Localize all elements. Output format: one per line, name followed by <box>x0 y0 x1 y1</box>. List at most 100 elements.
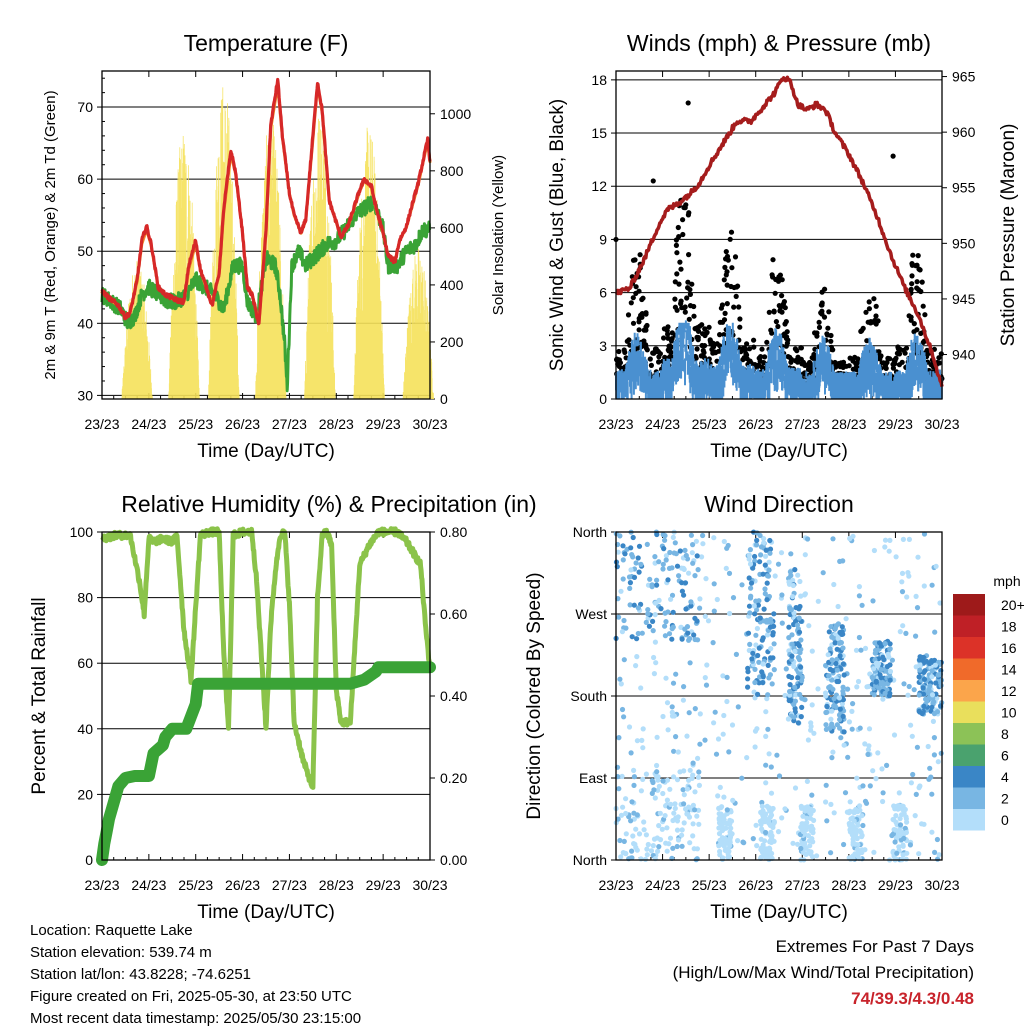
direction-point <box>873 660 880 666</box>
direction-point <box>619 773 625 780</box>
direction-point <box>669 704 675 710</box>
direction-point <box>668 801 674 808</box>
direction-point <box>682 580 689 586</box>
direction-point <box>759 803 766 809</box>
gust-point <box>759 346 765 352</box>
x-tick-label: 26/23 <box>738 416 773 432</box>
direction-point <box>643 619 649 626</box>
direction-point <box>629 634 635 640</box>
gust-point <box>914 279 920 285</box>
gust-point <box>681 204 687 211</box>
direction-point <box>696 821 702 827</box>
direction-point <box>849 708 855 715</box>
plot-frame <box>615 70 943 400</box>
gust-point <box>724 269 730 275</box>
direction-point <box>911 687 917 693</box>
direction-point <box>656 597 662 604</box>
direction-point <box>752 679 758 686</box>
direction-point <box>696 782 703 789</box>
gust-point <box>698 353 704 359</box>
direction-point <box>618 854 624 860</box>
gust-point <box>890 365 897 371</box>
direction-point <box>621 838 627 845</box>
gust-point <box>723 249 729 255</box>
direction-point <box>866 743 872 749</box>
direction-point <box>849 726 855 732</box>
gust-point <box>915 287 922 293</box>
direction-point <box>786 697 792 704</box>
direction-point <box>771 641 777 647</box>
direction-point <box>677 548 683 554</box>
direction-point <box>621 617 627 624</box>
direction-point <box>687 660 693 666</box>
direction-point <box>795 841 801 847</box>
gust-point <box>922 312 928 318</box>
direction-point <box>770 630 776 636</box>
direction-point <box>931 752 938 758</box>
colorbar-label: 0 <box>1001 812 1009 828</box>
gust-point <box>637 252 643 258</box>
x-tick-label: 24/23 <box>131 416 166 432</box>
gust-point <box>626 337 632 343</box>
direction-point <box>622 551 628 557</box>
direction-point <box>617 837 623 844</box>
gust-point <box>920 303 926 309</box>
direction-point <box>834 656 840 663</box>
gust-point <box>744 341 750 347</box>
direction-point <box>651 836 658 842</box>
direction-point <box>761 606 767 612</box>
y2-tick-label: 600 <box>440 220 464 236</box>
gust-point <box>911 329 917 335</box>
direction-point <box>686 804 692 810</box>
direction-point <box>748 585 754 591</box>
direction-point <box>664 797 671 803</box>
gust-point <box>657 351 664 357</box>
direction-point <box>631 810 637 816</box>
direction-point <box>669 636 675 642</box>
direction-point <box>620 543 626 549</box>
gust-point <box>679 305 685 311</box>
direction-point <box>681 820 687 826</box>
direction-point <box>745 669 751 675</box>
direction-point <box>796 615 802 621</box>
gust-point <box>680 217 686 223</box>
gust-point <box>751 337 757 343</box>
gust-point <box>661 326 668 332</box>
direction-point <box>665 577 671 583</box>
direction-point <box>660 790 666 797</box>
gust-point <box>936 360 943 366</box>
direction-point <box>671 748 677 754</box>
direction-point <box>662 633 669 639</box>
direction-point <box>672 805 678 812</box>
direction-point <box>889 657 896 663</box>
direction-point <box>916 692 922 698</box>
direction-point <box>864 684 870 690</box>
gust-point <box>818 310 824 316</box>
direction-point <box>644 541 650 548</box>
direction-point <box>916 785 922 791</box>
direction-point <box>639 630 645 636</box>
direction-points <box>613 529 945 863</box>
direction-point <box>762 562 768 568</box>
direction-point <box>915 554 921 560</box>
gust-point <box>819 289 825 295</box>
gust-point <box>890 153 896 159</box>
direction-point <box>766 751 772 757</box>
gust-point <box>674 271 680 277</box>
direction-point <box>897 629 903 635</box>
direction-point <box>688 599 694 605</box>
direction-point <box>751 603 757 609</box>
direction-point <box>840 688 846 694</box>
x-tick-label: 24/23 <box>645 416 680 432</box>
direction-point <box>789 674 795 681</box>
direction-point <box>787 692 793 698</box>
direction-point <box>655 848 661 854</box>
direction-point <box>721 538 727 545</box>
direction-point <box>679 580 685 586</box>
direction-point <box>878 675 884 681</box>
direction-point <box>917 662 923 668</box>
direction-point <box>839 701 846 707</box>
direction-point <box>906 683 912 690</box>
direction-point <box>856 593 863 599</box>
direction-point <box>879 766 885 772</box>
